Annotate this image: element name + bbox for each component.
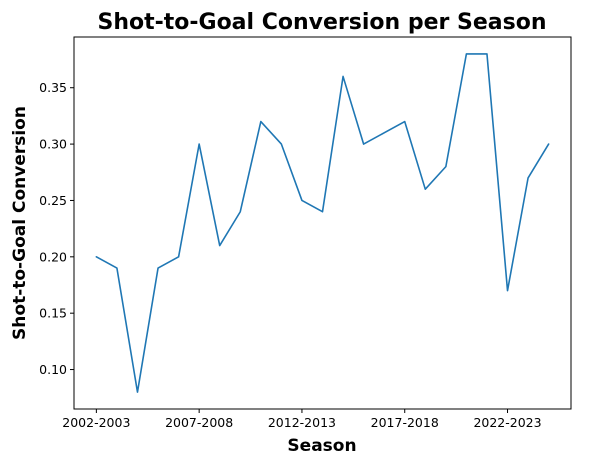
x-tick-label: 2022-2023 [473,415,541,430]
y-tick-label: 0.35 [39,80,67,95]
x-tick-label: 2007-2008 [165,415,233,430]
x-axis: 2002-2003 2007-2008 2012-2013 2017-2018 2022… [62,409,542,430]
plot-area [95,53,550,393]
y-axis: 0.10 0.15 0.20 0.25 0.30 0.35 [39,80,74,377]
chart-title: Shot-to-Goal Conversion per Season [97,10,546,35]
y-tick-label: 0.30 [39,137,67,152]
series-line-0 [95,53,550,393]
y-tick-label: 0.25 [39,193,67,208]
y-tick-label: 0.15 [39,306,67,321]
x-tick-label: 2012-2013 [268,415,336,430]
x-tick-label: 2002-2003 [62,415,130,430]
y-tick-label: 0.20 [39,249,67,264]
y-tick-label: 0.10 [39,362,67,377]
x-axis-label: Season [287,436,356,456]
y-axis-label: Shot-to-Goal Conversion [10,106,30,340]
plot-frame [73,36,572,410]
x-tick-label: 2017-2018 [371,415,439,430]
